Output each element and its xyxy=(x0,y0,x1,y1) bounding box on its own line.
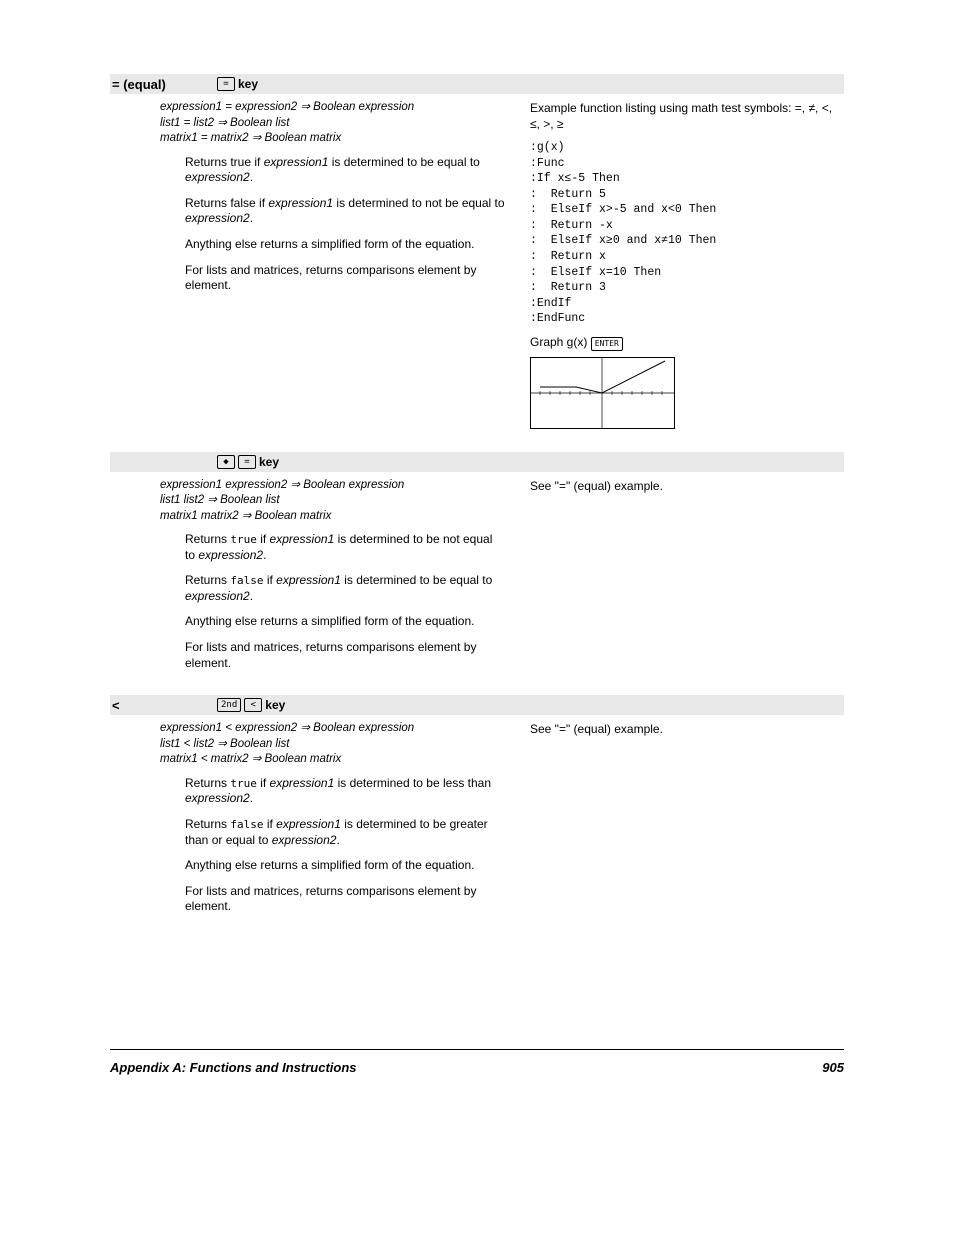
syntax-block: expression1 = expression2 ⇒ Boolean expr… xyxy=(160,100,505,147)
entry-symbol-less: < xyxy=(112,698,217,713)
example-ref: See "=" (equal) example. xyxy=(530,721,844,737)
graph-command: Graph g(x) ENTER xyxy=(530,335,844,351)
desc-block: Returns true if expression1 is determine… xyxy=(160,532,505,671)
key-equals-icon: = xyxy=(217,77,235,91)
col-right: See "=" (equal) example. xyxy=(525,478,844,682)
desc-para: Returns true if expression1 is determine… xyxy=(160,155,505,186)
desc-para: Anything else returns a simplified form … xyxy=(160,614,505,630)
desc-para: Anything else returns a simplified form … xyxy=(160,237,505,253)
syntax-line: matrix1 < matrix2 ⇒ Boolean matrix xyxy=(160,752,505,768)
desc-block: Returns true if expression1 is determine… xyxy=(160,155,505,294)
col-left: expression1 < expression2 ⇒ Boolean expr… xyxy=(110,721,525,925)
syntax-line: expression1 = expression2 ⇒ Boolean expr… xyxy=(160,100,505,116)
desc-para: Anything else returns a simplified form … xyxy=(160,858,505,874)
entry-header-equal: = (equal) = key xyxy=(110,74,844,94)
desc-para: For lists and matrices, returns comparis… xyxy=(160,884,505,915)
graph-plot xyxy=(530,357,675,429)
syntax-block: expression1 expression2 ⇒ Boolean expres… xyxy=(160,478,505,525)
col-left: expression1 expression2 ⇒ Boolean expres… xyxy=(110,478,525,682)
syntax-line: expression1 < expression2 ⇒ Boolean expr… xyxy=(160,721,505,737)
page: = (equal) = key expression1 = expression… xyxy=(0,0,954,1235)
desc-para: For lists and matrices, returns comparis… xyxy=(160,263,505,294)
footer-page: 905 xyxy=(822,1060,844,1075)
key-equals-icon: = xyxy=(238,455,256,469)
entry-header-less: < 2nd < key xyxy=(110,695,844,715)
col-left: expression1 = expression2 ⇒ Boolean expr… xyxy=(110,100,525,432)
footer-title: Appendix A: Functions and Instructions xyxy=(110,1060,357,1075)
syntax-line: matrix1 = matrix2 ⇒ Boolean matrix xyxy=(160,131,505,147)
desc-para: Returns false if expression1 is determin… xyxy=(160,196,505,227)
desc-para: Returns false if expression1 is determin… xyxy=(160,817,505,848)
entry-body-equal: expression1 = expression2 ⇒ Boolean expr… xyxy=(110,94,844,432)
entry-body-notequal: expression1 expression2 ⇒ Boolean expres… xyxy=(110,472,844,682)
key-less-icon: < xyxy=(244,698,262,712)
syntax-line: expression1 expression2 ⇒ Boolean expres… xyxy=(160,478,505,494)
desc-para: Returns true if expression1 is determine… xyxy=(160,776,505,807)
desc-para: Returns false if expression1 is determin… xyxy=(160,573,505,604)
syntax-line: matrix1 matrix2 ⇒ Boolean matrix xyxy=(160,509,505,525)
key-enter-icon: ENTER xyxy=(591,337,623,351)
key-2nd-icon: 2nd xyxy=(217,698,241,712)
syntax-block: expression1 < expression2 ⇒ Boolean expr… xyxy=(160,721,505,768)
entry-symbol-equal: = (equal) xyxy=(112,77,217,92)
col-right: See "=" (equal) example. xyxy=(525,721,844,925)
syntax-line: list1 list2 ⇒ Boolean list xyxy=(160,493,505,509)
desc-para: Returns true if expression1 is determine… xyxy=(160,532,505,563)
key-label: key xyxy=(238,77,258,91)
page-footer: Appendix A: Functions and Instructions 9… xyxy=(110,1049,844,1075)
key-label: key xyxy=(259,455,279,469)
entry-key-equal: = key xyxy=(217,77,258,91)
desc-block: Returns true if expression1 is determine… xyxy=(160,776,505,915)
syntax-line: list1 < list2 ⇒ Boolean list xyxy=(160,737,505,753)
example-ref: See "=" (equal) example. xyxy=(530,478,844,494)
key-label: key xyxy=(265,698,285,712)
col-right: Example function listing using math test… xyxy=(525,100,844,432)
graph-label: Graph g(x) xyxy=(530,335,587,349)
key-diamond-icon: ◆ xyxy=(217,455,235,469)
example-intro: Example function listing using math test… xyxy=(530,100,844,132)
entry-header-notequal: ◆ = key xyxy=(110,452,844,472)
entry-key-notequal: ◆ = key xyxy=(217,455,279,469)
entry-key-less: 2nd < key xyxy=(217,698,285,712)
code-block: :g(x) :Func :If x≤-5 Then : Return 5 : E… xyxy=(530,140,844,326)
entry-body-less: expression1 < expression2 ⇒ Boolean expr… xyxy=(110,715,844,925)
desc-para: For lists and matrices, returns comparis… xyxy=(160,640,505,671)
syntax-line: list1 = list2 ⇒ Boolean list xyxy=(160,116,505,132)
